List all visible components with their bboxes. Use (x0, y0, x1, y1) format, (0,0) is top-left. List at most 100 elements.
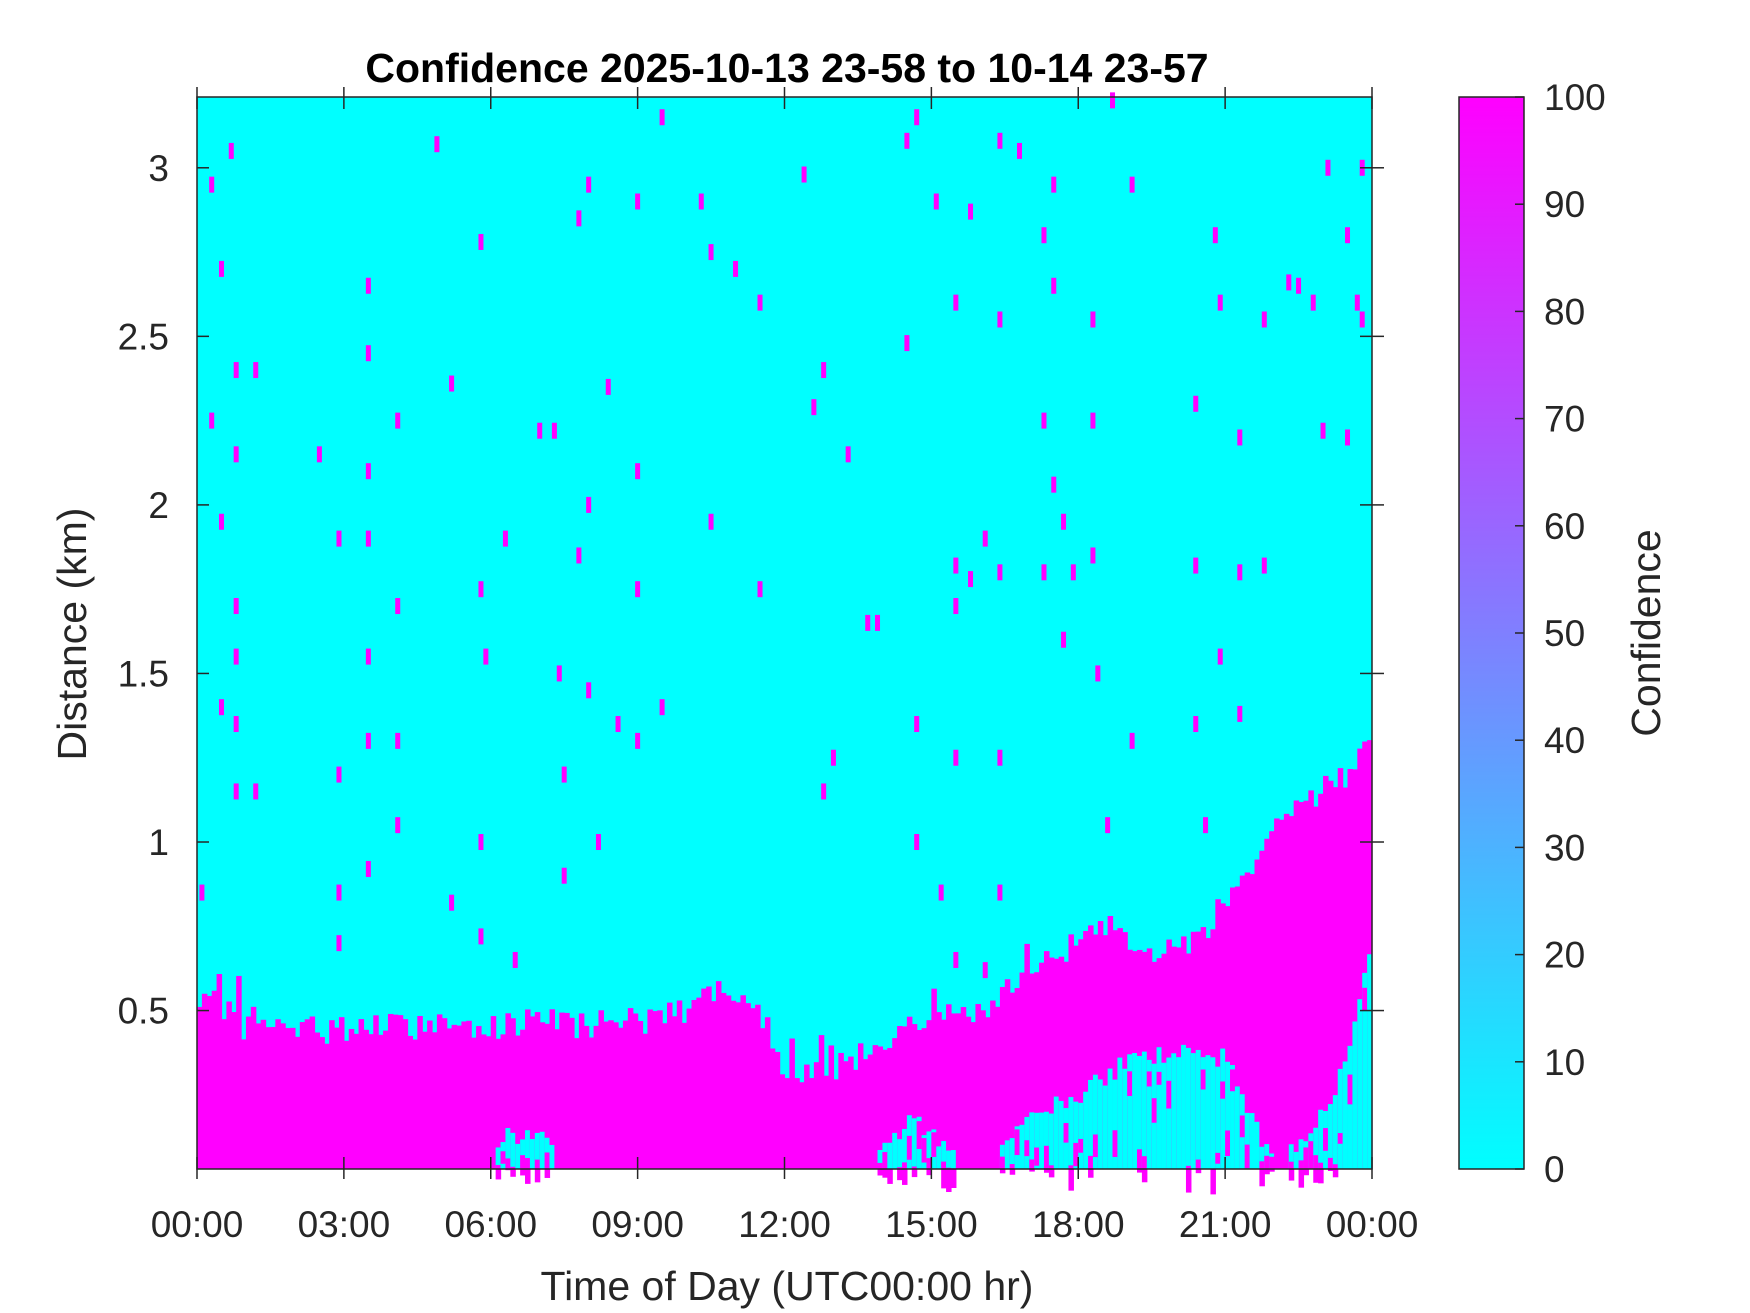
heatmap-point (576, 210, 582, 227)
heatmap-column (1112, 930, 1119, 1169)
heatmap-clear-column (1083, 1091, 1089, 1169)
heatmap-column (701, 988, 707, 1169)
heatmap-column (667, 1002, 673, 1169)
heatmap-clear-column (1004, 1140, 1011, 1169)
heatmap-cell (510, 1166, 516, 1177)
heatmap-cell (1225, 1130, 1231, 1157)
heatmap-column (255, 1023, 262, 1169)
heatmap-column (392, 1014, 399, 1169)
heatmap-column (451, 1024, 458, 1169)
heatmap-column (446, 1028, 453, 1169)
heatmap-cell (495, 1165, 502, 1180)
heatmap-cell (525, 1158, 531, 1184)
heatmap-column (290, 1027, 296, 1169)
heatmap-point (218, 260, 224, 277)
heatmap-column (383, 1030, 389, 1169)
heatmap-point (914, 109, 920, 126)
heatmap-column (691, 999, 697, 1169)
heatmap-column (715, 981, 722, 1169)
heatmap-column (652, 1011, 658, 1169)
heatmap-column (1146, 948, 1153, 1169)
heatmap-clear-column (1220, 1048, 1226, 1169)
heatmap-point (1354, 294, 1360, 311)
heatmap-clear-column (534, 1132, 541, 1169)
heatmap-clear-column (936, 1146, 942, 1169)
colorbar-tick-label: 20 (1544, 935, 1585, 976)
heatmap-column (848, 1056, 854, 1169)
heatmap-column (774, 1051, 781, 1169)
heatmap-clear-column (946, 1150, 952, 1169)
heatmap-column (779, 1074, 786, 1169)
heatmap-column (1004, 979, 1011, 1169)
heatmap-column (1088, 925, 1094, 1169)
heatmap-column (1029, 973, 1035, 1169)
heatmap-cell (1327, 1157, 1334, 1171)
heatmap-column (608, 1020, 614, 1169)
heatmap-clear-column (1068, 1097, 1074, 1169)
heatmap-cell (520, 1155, 526, 1176)
y-tick-label: 2.5 (118, 316, 169, 357)
heatmap-cell (1048, 1165, 1055, 1178)
heatmap-cell (544, 1152, 551, 1178)
heatmap-clear-column (520, 1139, 526, 1169)
heatmap-column (280, 1023, 286, 1169)
heatmap-clear-column (515, 1143, 521, 1169)
heatmap-column (902, 1026, 908, 1169)
heatmap-column (618, 1027, 624, 1169)
heatmap-column (549, 1009, 555, 1169)
heatmap-point (233, 446, 239, 463)
heatmap-point (365, 648, 371, 665)
heatmap-clear-column (911, 1118, 918, 1169)
heatmap-clear-column (539, 1131, 546, 1169)
heatmap-point (830, 749, 836, 766)
x-tick-label: 12:00 (738, 1204, 831, 1245)
heatmap-cell (1034, 1147, 1040, 1166)
heatmap-cell (1230, 1069, 1236, 1092)
heatmap-point (233, 362, 239, 379)
heatmap-point (233, 783, 239, 800)
heatmap-clear-column (941, 1141, 947, 1169)
heatmap-point (502, 530, 508, 547)
heatmap-column (872, 1045, 879, 1169)
x-tick-label: 21:00 (1179, 1204, 1272, 1245)
heatmap-point (933, 193, 939, 210)
heatmap-column (808, 1078, 815, 1169)
heatmap-cell (1308, 1141, 1314, 1169)
heatmap-point (904, 335, 910, 352)
heatmap-clear-column (1181, 1044, 1187, 1169)
heatmap-column (1034, 972, 1040, 1169)
heatmap-point (434, 136, 440, 153)
heatmap-point (316, 446, 322, 463)
heatmap-column (1210, 929, 1216, 1169)
heatmap-clear-column (1034, 1112, 1040, 1169)
heatmap-clear-column (1053, 1096, 1060, 1169)
heatmap-cell (1127, 1071, 1133, 1097)
x-tick-label: 18:00 (1032, 1204, 1125, 1245)
heatmap-clear-column (529, 1139, 536, 1169)
heatmap-column (1078, 939, 1084, 1169)
heatmap-point (953, 598, 959, 615)
heatmap-column (1107, 916, 1114, 1169)
heatmap-column (417, 1015, 423, 1169)
x-tick-label: 00:00 (1326, 1204, 1419, 1245)
heatmap-clear-column (1092, 1074, 1099, 1169)
heatmap-column (897, 1026, 903, 1169)
heatmap-clear-column (1009, 1138, 1016, 1169)
heatmap-column (1048, 957, 1055, 1169)
heatmap-point (635, 732, 641, 749)
heatmap-point (865, 614, 871, 631)
heatmap-cell (926, 1158, 932, 1176)
heatmap-cell (902, 1162, 908, 1185)
heatmap-cell (1220, 1081, 1226, 1099)
heatmap-point (1070, 564, 1076, 581)
heatmap-column (1083, 930, 1089, 1169)
heatmap-point (233, 648, 239, 665)
heatmap-clear-column (495, 1147, 502, 1169)
heatmap-point (1261, 311, 1267, 328)
heatmap-clear-column (1176, 1057, 1182, 1169)
heatmap-column (456, 1025, 462, 1169)
heatmap-cell (1303, 1147, 1309, 1176)
heatmap-column (241, 1039, 247, 1169)
heatmap-column (1274, 818, 1280, 1169)
heatmap-column (422, 1031, 428, 1169)
